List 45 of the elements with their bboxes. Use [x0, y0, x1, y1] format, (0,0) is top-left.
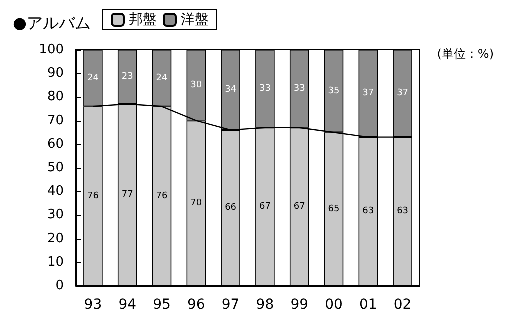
data-label: 67 — [259, 202, 271, 212]
y-tick-label: 40 — [47, 184, 64, 200]
y-tick-label: 0 — [56, 278, 64, 294]
data-label: 35 — [328, 86, 340, 96]
data-label: 70 — [190, 198, 202, 208]
legend-label: 邦盤 — [129, 12, 157, 28]
y-tick-label: 70 — [47, 113, 64, 128]
x-tick-label: 00 — [325, 297, 343, 313]
y-tick-label: 60 — [47, 136, 64, 152]
data-label: 63 — [397, 206, 409, 217]
x-tick-label: 95 — [153, 297, 171, 313]
x-tick-label: 93 — [84, 297, 102, 313]
y-tick-label: 10 — [47, 254, 64, 270]
x-tick-label: 97 — [222, 297, 240, 313]
data-label: 23 — [122, 72, 134, 82]
y-tick-label: 90 — [47, 66, 64, 82]
text: (単位：%) — [437, 47, 494, 61]
x-tick-label: 99 — [290, 297, 309, 313]
data-label: 76 — [87, 191, 100, 202]
data-label: 24 — [156, 73, 168, 84]
data-label: 65 — [328, 204, 340, 214]
y-tick-label: 100 — [39, 42, 64, 58]
data-label: 33 — [294, 84, 306, 94]
x-tick-label: 98 — [256, 297, 274, 313]
data-label: 77 — [122, 190, 134, 200]
data-label: 67 — [294, 202, 306, 212]
data-label: 66 — [225, 203, 237, 214]
data-label: 37 — [397, 88, 409, 99]
data-label: 30 — [190, 80, 202, 90]
x-tick-label: 02 — [394, 297, 412, 313]
data-label: 33 — [259, 84, 271, 94]
y-tick-label: 50 — [47, 160, 64, 176]
data-label: 76 — [156, 191, 168, 202]
x-tick-label: 96 — [187, 297, 206, 313]
legend-label: 洋盤 — [181, 12, 209, 28]
y-tick-label: 80 — [47, 90, 64, 105]
chart-title: ●アルバム — [13, 14, 91, 32]
data-label: 34 — [225, 85, 237, 96]
x-tick-label: 94 — [118, 297, 137, 313]
data-label: 37 — [362, 88, 374, 99]
data-label: 63 — [362, 206, 374, 217]
x-tick-label: 01 — [359, 297, 378, 313]
data-label: 24 — [87, 73, 100, 84]
y-tick-label: 30 — [47, 208, 64, 223]
y-tick-label: 20 — [47, 231, 64, 246]
